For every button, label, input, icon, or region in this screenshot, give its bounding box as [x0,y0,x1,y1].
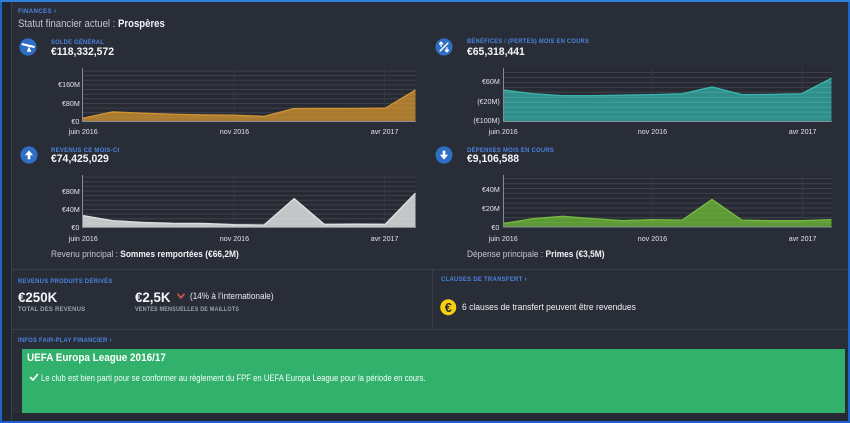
svg-text:€: € [445,301,452,315]
